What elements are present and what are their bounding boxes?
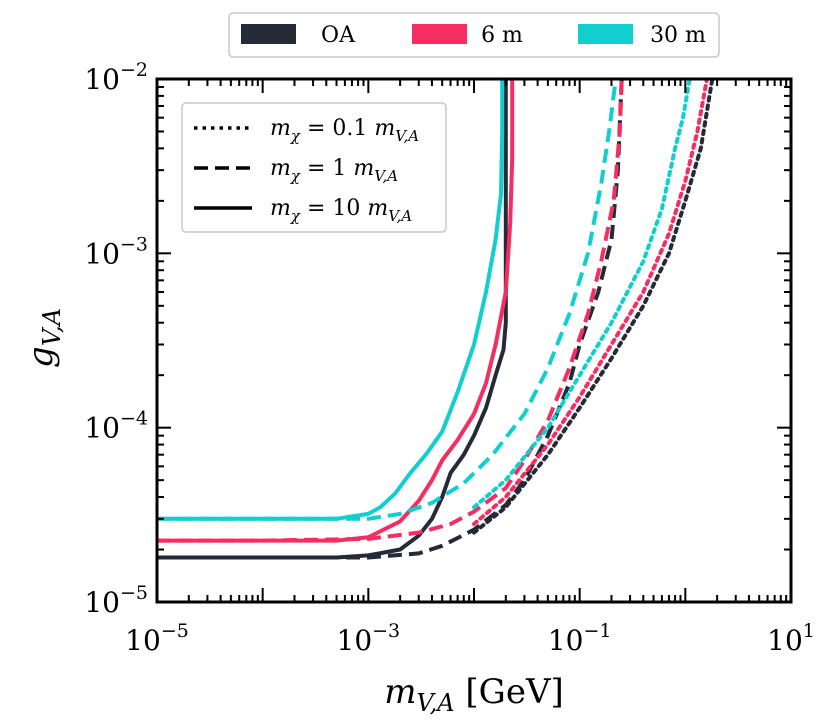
legend-style-sub-chi: χ	[290, 127, 301, 145]
y-axis-label-subscript: V,A	[38, 308, 66, 346]
y-tick-exponent: −2	[120, 59, 148, 81]
legend-style-mid: = 1	[300, 156, 353, 181]
x-tick-base: 10	[125, 624, 161, 657]
style-legend-box	[181, 102, 447, 233]
legend-swatch-OA	[241, 24, 296, 44]
y-tick-label: 10−4	[84, 408, 148, 445]
detector-legend-box	[228, 12, 720, 58]
legend-style-label-dotted: mχ = 0.1 mV,A	[270, 116, 419, 145]
series-line-30m-dashed	[157, 79, 618, 521]
legend-style-sub-va: V,A	[374, 167, 398, 185]
plot-frame	[155, 77, 793, 604]
series-line-6m-dotted	[472, 79, 709, 526]
legend-style-sub-va: V,A	[388, 207, 412, 225]
y-tick-exponent: −3	[120, 233, 148, 255]
legend-swatch-6m	[412, 24, 467, 44]
y-axis-label: gV,A	[21, 308, 66, 368]
x-tick-label: 101	[767, 620, 815, 657]
legend-style-mid: = 0.1	[300, 116, 374, 141]
y-tick-base: 10	[84, 412, 120, 445]
x-tick-exponent: −1	[583, 620, 611, 642]
x-tick-label: 10−3	[337, 620, 401, 657]
legend-style-m2: m	[367, 196, 388, 221]
x-tick-label: 10−5	[125, 620, 189, 657]
y-tick-label: 10−3	[84, 233, 148, 270]
detector-legend: OA 6 m 30 m	[228, 12, 720, 58]
legend-style-sub-chi: χ	[290, 207, 301, 225]
y-axis-label-base: g	[21, 346, 61, 368]
legend-style-sub-chi: χ	[290, 167, 301, 185]
y-tick-label: 10−2	[84, 59, 148, 96]
series-line-30m-dotted	[472, 79, 692, 510]
x-tick-base: 10	[767, 624, 803, 657]
series-line-30m-solid	[157, 79, 505, 521]
series-line-OA-dashed	[157, 79, 624, 560]
y-tick-label: 10−5	[84, 582, 148, 619]
legend-style-m: m	[270, 156, 291, 181]
x-axis-label: mV,A [GeV]	[384, 672, 564, 717]
legend-style-sub-va: V,A	[395, 127, 419, 145]
x-tick-exponent: −3	[372, 620, 400, 642]
y-tick-base: 10	[84, 63, 120, 96]
legend-style-m: m	[270, 196, 291, 221]
y-tick-exponent: −5	[120, 582, 148, 604]
y-tick-base: 10	[84, 586, 120, 619]
x-tick-base: 10	[337, 624, 373, 657]
x-tick-exponent: 1	[803, 620, 815, 642]
legend-style-m: m	[270, 116, 291, 141]
x-tick-label: 10−1	[548, 620, 612, 657]
legend-style-mid: = 10	[300, 196, 367, 221]
legend-swatch-30m	[578, 24, 633, 44]
y-tick-base: 10	[84, 237, 120, 270]
legend-label-OA: OA	[321, 23, 356, 48]
x-tick-base: 10	[548, 624, 584, 657]
y-tick-exponent: −4	[120, 408, 148, 430]
style-legend: mχ = 0.1 mV,Amχ = 1 mV,Amχ = 10 mV,A	[181, 102, 447, 233]
legend-label-6m: 6 m	[481, 23, 523, 48]
series-line-OA-dotted	[472, 79, 715, 535]
x-tick-exponent: −5	[161, 620, 189, 642]
legend-style-label-dashed: mχ = 1 mV,A	[270, 156, 398, 185]
legend-style-m2: m	[353, 156, 374, 181]
series-group	[157, 79, 715, 560]
x-axis-label-unit: [GeV]	[455, 672, 564, 712]
legend-style-m2: m	[374, 116, 395, 141]
x-axis-label-subscript: V,A	[416, 689, 454, 717]
legend-label-30m: 30 m	[650, 23, 706, 48]
x-axis-label-base: m	[384, 672, 416, 712]
legend-style-label-solid: mχ = 10 mV,A	[270, 196, 412, 225]
